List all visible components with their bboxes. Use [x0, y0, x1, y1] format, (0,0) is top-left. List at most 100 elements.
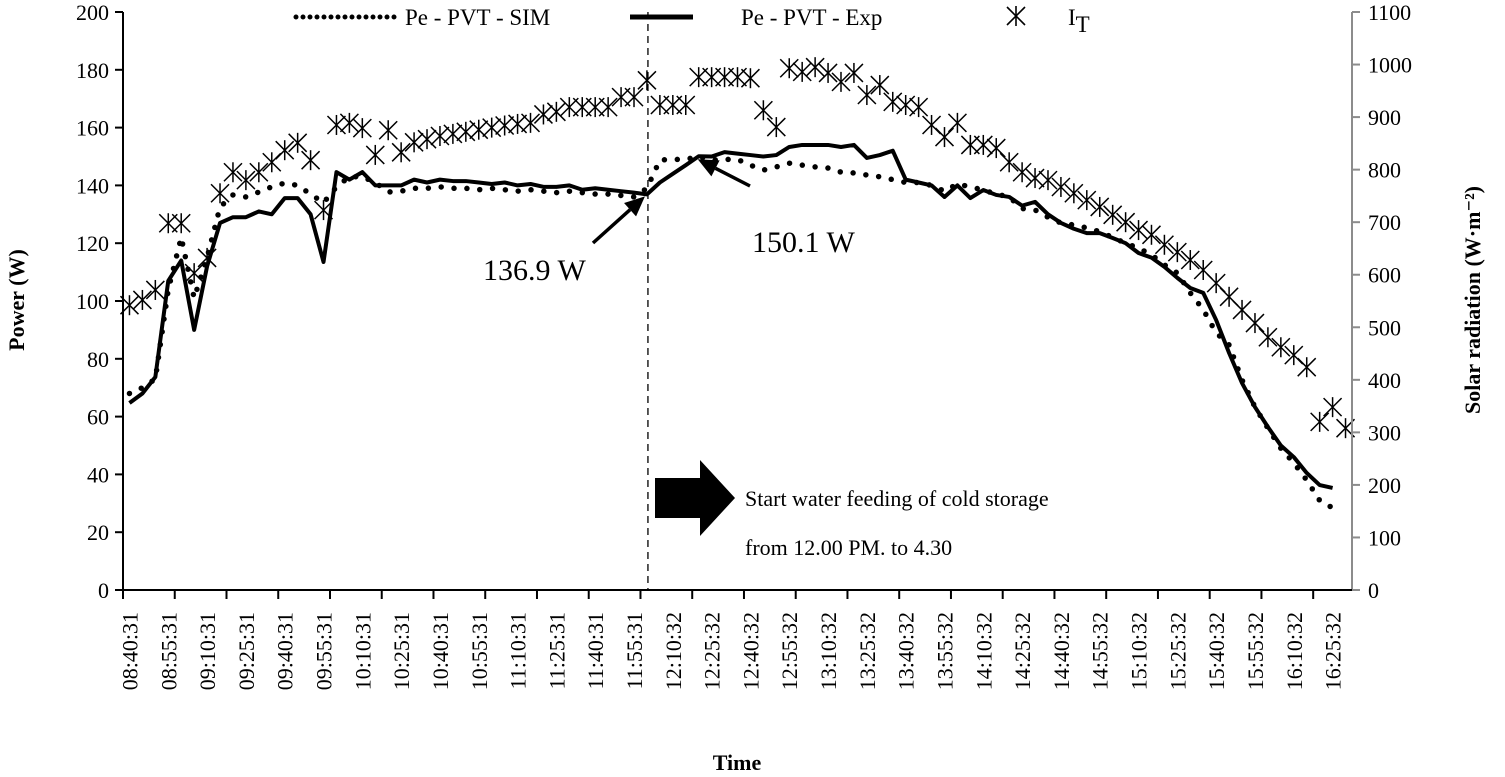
- it-point: [1323, 397, 1343, 418]
- y2-tick-label: 1100: [1368, 0, 1411, 25]
- it-point-stroke: [740, 68, 760, 88]
- y2-tick-label: 300: [1368, 420, 1401, 445]
- it-point-stroke: [171, 213, 191, 233]
- it-point-stroke: [1323, 397, 1343, 417]
- it-point: [417, 129, 437, 150]
- it-point-stroke: [365, 145, 385, 165]
- it-point-stroke: [1245, 313, 1265, 333]
- legend-sim-label: Pe - PVT - SIM: [405, 5, 550, 30]
- it-point-stroke: [145, 280, 165, 300]
- x-tick-label: 12:25:32: [700, 612, 725, 690]
- it-point: [1077, 190, 1097, 211]
- it-point: [1051, 176, 1071, 197]
- y2-tick-label: 700: [1368, 210, 1401, 235]
- it-point-stroke: [249, 162, 269, 182]
- it-point-stroke: [326, 115, 346, 135]
- it-point: [171, 213, 191, 234]
- x-tick-label: 12:55:32: [777, 612, 802, 690]
- y-tick-label: 0: [98, 578, 109, 603]
- plot-marks: [119, 12, 1356, 590]
- legend-it-main: I: [1068, 5, 1076, 30]
- it-point-stroke: [986, 138, 1006, 158]
- it-point: [844, 62, 864, 83]
- y-tick-label: 180: [76, 58, 109, 83]
- it-point: [430, 126, 450, 147]
- it-point: [469, 119, 489, 140]
- x-tick-label: 09:25:31: [234, 612, 259, 690]
- it-point: [1090, 196, 1110, 217]
- it-point-stroke: [275, 140, 295, 160]
- it-point-stroke: [520, 113, 541, 133]
- it-point-stroke: [999, 152, 1019, 172]
- annotation-136-9: 136.9 W: [483, 254, 586, 287]
- it-point: [352, 118, 372, 139]
- it-point-stroke: [896, 95, 916, 115]
- y-tick-label: 120: [76, 231, 109, 256]
- it-point: [779, 58, 799, 79]
- it-point: [520, 112, 541, 133]
- it-point: [1284, 345, 1304, 366]
- it-point-stroke: [1193, 260, 1213, 280]
- it-point: [1141, 224, 1162, 245]
- annotation-150-1: 150.1 W: [752, 226, 855, 259]
- y-tick-label: 20: [87, 520, 109, 545]
- x-tick-label: 13:10:32: [816, 612, 841, 690]
- it-point-stroke: [831, 72, 851, 92]
- legend-asterisk-icon: [1006, 6, 1026, 26]
- it-point-stroke: [870, 75, 890, 95]
- it-point: [236, 170, 256, 191]
- it-point-stroke: [1090, 197, 1110, 217]
- y2-tick-label: 1000: [1368, 53, 1412, 78]
- it-point-stroke: [1064, 183, 1084, 203]
- it-point: [533, 104, 553, 125]
- it-point: [546, 101, 566, 122]
- it-point: [262, 152, 282, 173]
- it-point-stroke: [598, 97, 618, 117]
- x-tick-label: 09:55:31: [312, 612, 337, 690]
- it-point: [184, 263, 204, 284]
- it-point-stroke: [883, 92, 903, 112]
- it-point: [857, 85, 877, 106]
- it-point-stroke: [779, 58, 799, 78]
- x-tick-label: 10:10:31: [350, 612, 375, 690]
- it-point: [443, 123, 463, 144]
- it-point-stroke: [1167, 242, 1187, 262]
- x-tick-label: 14:10:32: [971, 612, 996, 690]
- it-point-stroke: [637, 70, 657, 90]
- y-axis-title: Power (W): [4, 249, 29, 351]
- it-point: [740, 68, 760, 89]
- it-point: [249, 162, 269, 183]
- it-point-stroke: [844, 63, 864, 83]
- y2-tick-label: 600: [1368, 263, 1401, 288]
- it-point: [223, 162, 243, 183]
- y-tick-label: 100: [76, 289, 109, 314]
- it-point: [404, 132, 424, 153]
- it-point: [1297, 357, 1317, 378]
- it-point-stroke: [378, 120, 398, 140]
- it-point-stroke: [1310, 412, 1330, 432]
- it-point: [1245, 313, 1265, 334]
- water-feeding-arrow-icon: [655, 460, 735, 536]
- it-point: [922, 114, 942, 135]
- it-point: [947, 112, 967, 133]
- it-point-stroke: [417, 129, 437, 149]
- y-tick-label: 160: [76, 116, 109, 141]
- it-point-stroke: [857, 85, 877, 105]
- x-tick-label: 15:10:32: [1127, 612, 1152, 690]
- it-point: [831, 71, 851, 92]
- it-point: [1116, 212, 1136, 233]
- arrow-136-9-head: [624, 196, 645, 217]
- x-tick-label: 08:40:31: [117, 612, 142, 690]
- it-point: [637, 70, 657, 91]
- it-point: [1038, 170, 1058, 191]
- it-point-stroke: [1232, 300, 1252, 320]
- it-point-stroke: [792, 62, 812, 82]
- y2-tick-label: 900: [1368, 105, 1401, 130]
- it-point-stroke: [430, 126, 450, 146]
- it-point-stroke: [818, 63, 838, 83]
- it-point-stroke: [922, 115, 942, 135]
- it-point: [326, 114, 346, 135]
- arrow-136-9: [591, 196, 645, 245]
- y2-tick-label: 500: [1368, 315, 1401, 340]
- x-tick-label: 16:10:32: [1282, 612, 1307, 690]
